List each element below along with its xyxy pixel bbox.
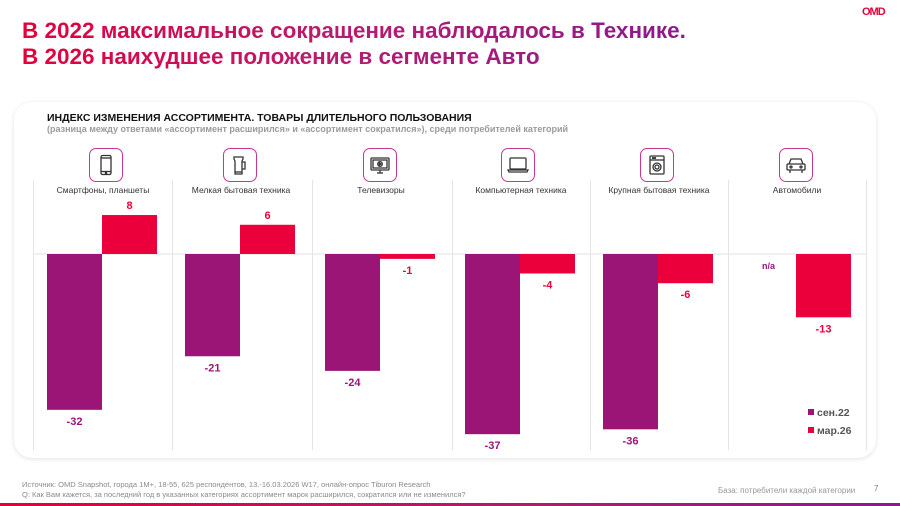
data-label: -36 bbox=[623, 435, 639, 447]
data-label: 6 bbox=[264, 210, 270, 222]
data-label: -24 bbox=[345, 377, 362, 389]
laptop-icon bbox=[501, 148, 535, 182]
panel-divider bbox=[312, 180, 313, 450]
chart-title: ИНДЕКС ИЗМЕНЕНИЯ АССОРТИМЕНТА. ТОВАРЫ ДЛ… bbox=[47, 112, 472, 124]
chart-subtitle: (разница между ответами «ассортимент рас… bbox=[47, 124, 569, 134]
category-label: Телевизоры bbox=[357, 185, 405, 195]
data-label: -37 bbox=[485, 440, 501, 452]
smartphone-icon bbox=[89, 148, 123, 182]
bar-mar26 bbox=[796, 254, 851, 318]
data-label: -13 bbox=[816, 323, 832, 335]
kettle-icon bbox=[223, 148, 257, 182]
bar-mar26 bbox=[658, 254, 713, 284]
source-text: Источник: OMD Snapshot, города 1М+, 18-5… bbox=[22, 480, 431, 489]
legend-label: мар.26 bbox=[817, 425, 852, 437]
panel-divider bbox=[33, 180, 34, 450]
data-label: -6 bbox=[681, 289, 691, 301]
bar-sep22 bbox=[465, 254, 520, 435]
bar-mar26 bbox=[380, 254, 435, 259]
legend-swatch bbox=[808, 409, 814, 415]
bar-mar26 bbox=[102, 215, 157, 254]
legend-label: сен.22 bbox=[817, 407, 850, 419]
footer-source: Источник: OMD Snapshot, города 1М+, 18-5… bbox=[22, 480, 466, 500]
bar-sep22 bbox=[603, 254, 658, 430]
panel-divider bbox=[452, 180, 453, 450]
panel-divider bbox=[172, 180, 173, 450]
legend-item-sep22: сен.22 bbox=[808, 407, 850, 419]
chart-card bbox=[14, 102, 876, 458]
data-label: -4 bbox=[543, 279, 554, 291]
legend-swatch bbox=[808, 427, 814, 433]
page-number: 7 bbox=[874, 484, 879, 493]
category-label: Компьютерная техника bbox=[475, 185, 567, 195]
bar-mar26 bbox=[240, 224, 295, 254]
base-note: База: потребители каждой категории bbox=[718, 486, 856, 495]
question-text: Q: Как Вам кажется, за последний год в у… bbox=[22, 490, 466, 499]
omd-logo: OMD bbox=[862, 6, 886, 18]
data-label-na: n/a bbox=[762, 261, 776, 271]
category-label: Крупная бытовая техника bbox=[608, 185, 710, 195]
panel-divider bbox=[866, 180, 867, 450]
panel-divider bbox=[590, 180, 591, 450]
category-label: Автомобили bbox=[772, 185, 822, 195]
bar-sep22 bbox=[185, 254, 240, 357]
car-icon bbox=[779, 148, 813, 182]
bar-mar26 bbox=[520, 254, 575, 274]
bar-sep22 bbox=[325, 254, 380, 371]
data-label: -1 bbox=[403, 265, 413, 277]
tv-icon bbox=[363, 148, 397, 182]
data-label: -21 bbox=[205, 362, 221, 374]
data-label: 8 bbox=[126, 200, 132, 212]
bar-sep22 bbox=[47, 254, 102, 410]
panel-divider bbox=[728, 180, 729, 450]
category-label: Мелкая бытовая техника bbox=[191, 185, 291, 195]
legend-item-mar26: мар.26 bbox=[808, 425, 851, 437]
data-label: -32 bbox=[67, 416, 83, 428]
category-label: Смартфоны, планшеты bbox=[56, 185, 150, 195]
washing-machine-icon bbox=[640, 148, 674, 182]
bottom-accent-bar bbox=[0, 503, 900, 506]
